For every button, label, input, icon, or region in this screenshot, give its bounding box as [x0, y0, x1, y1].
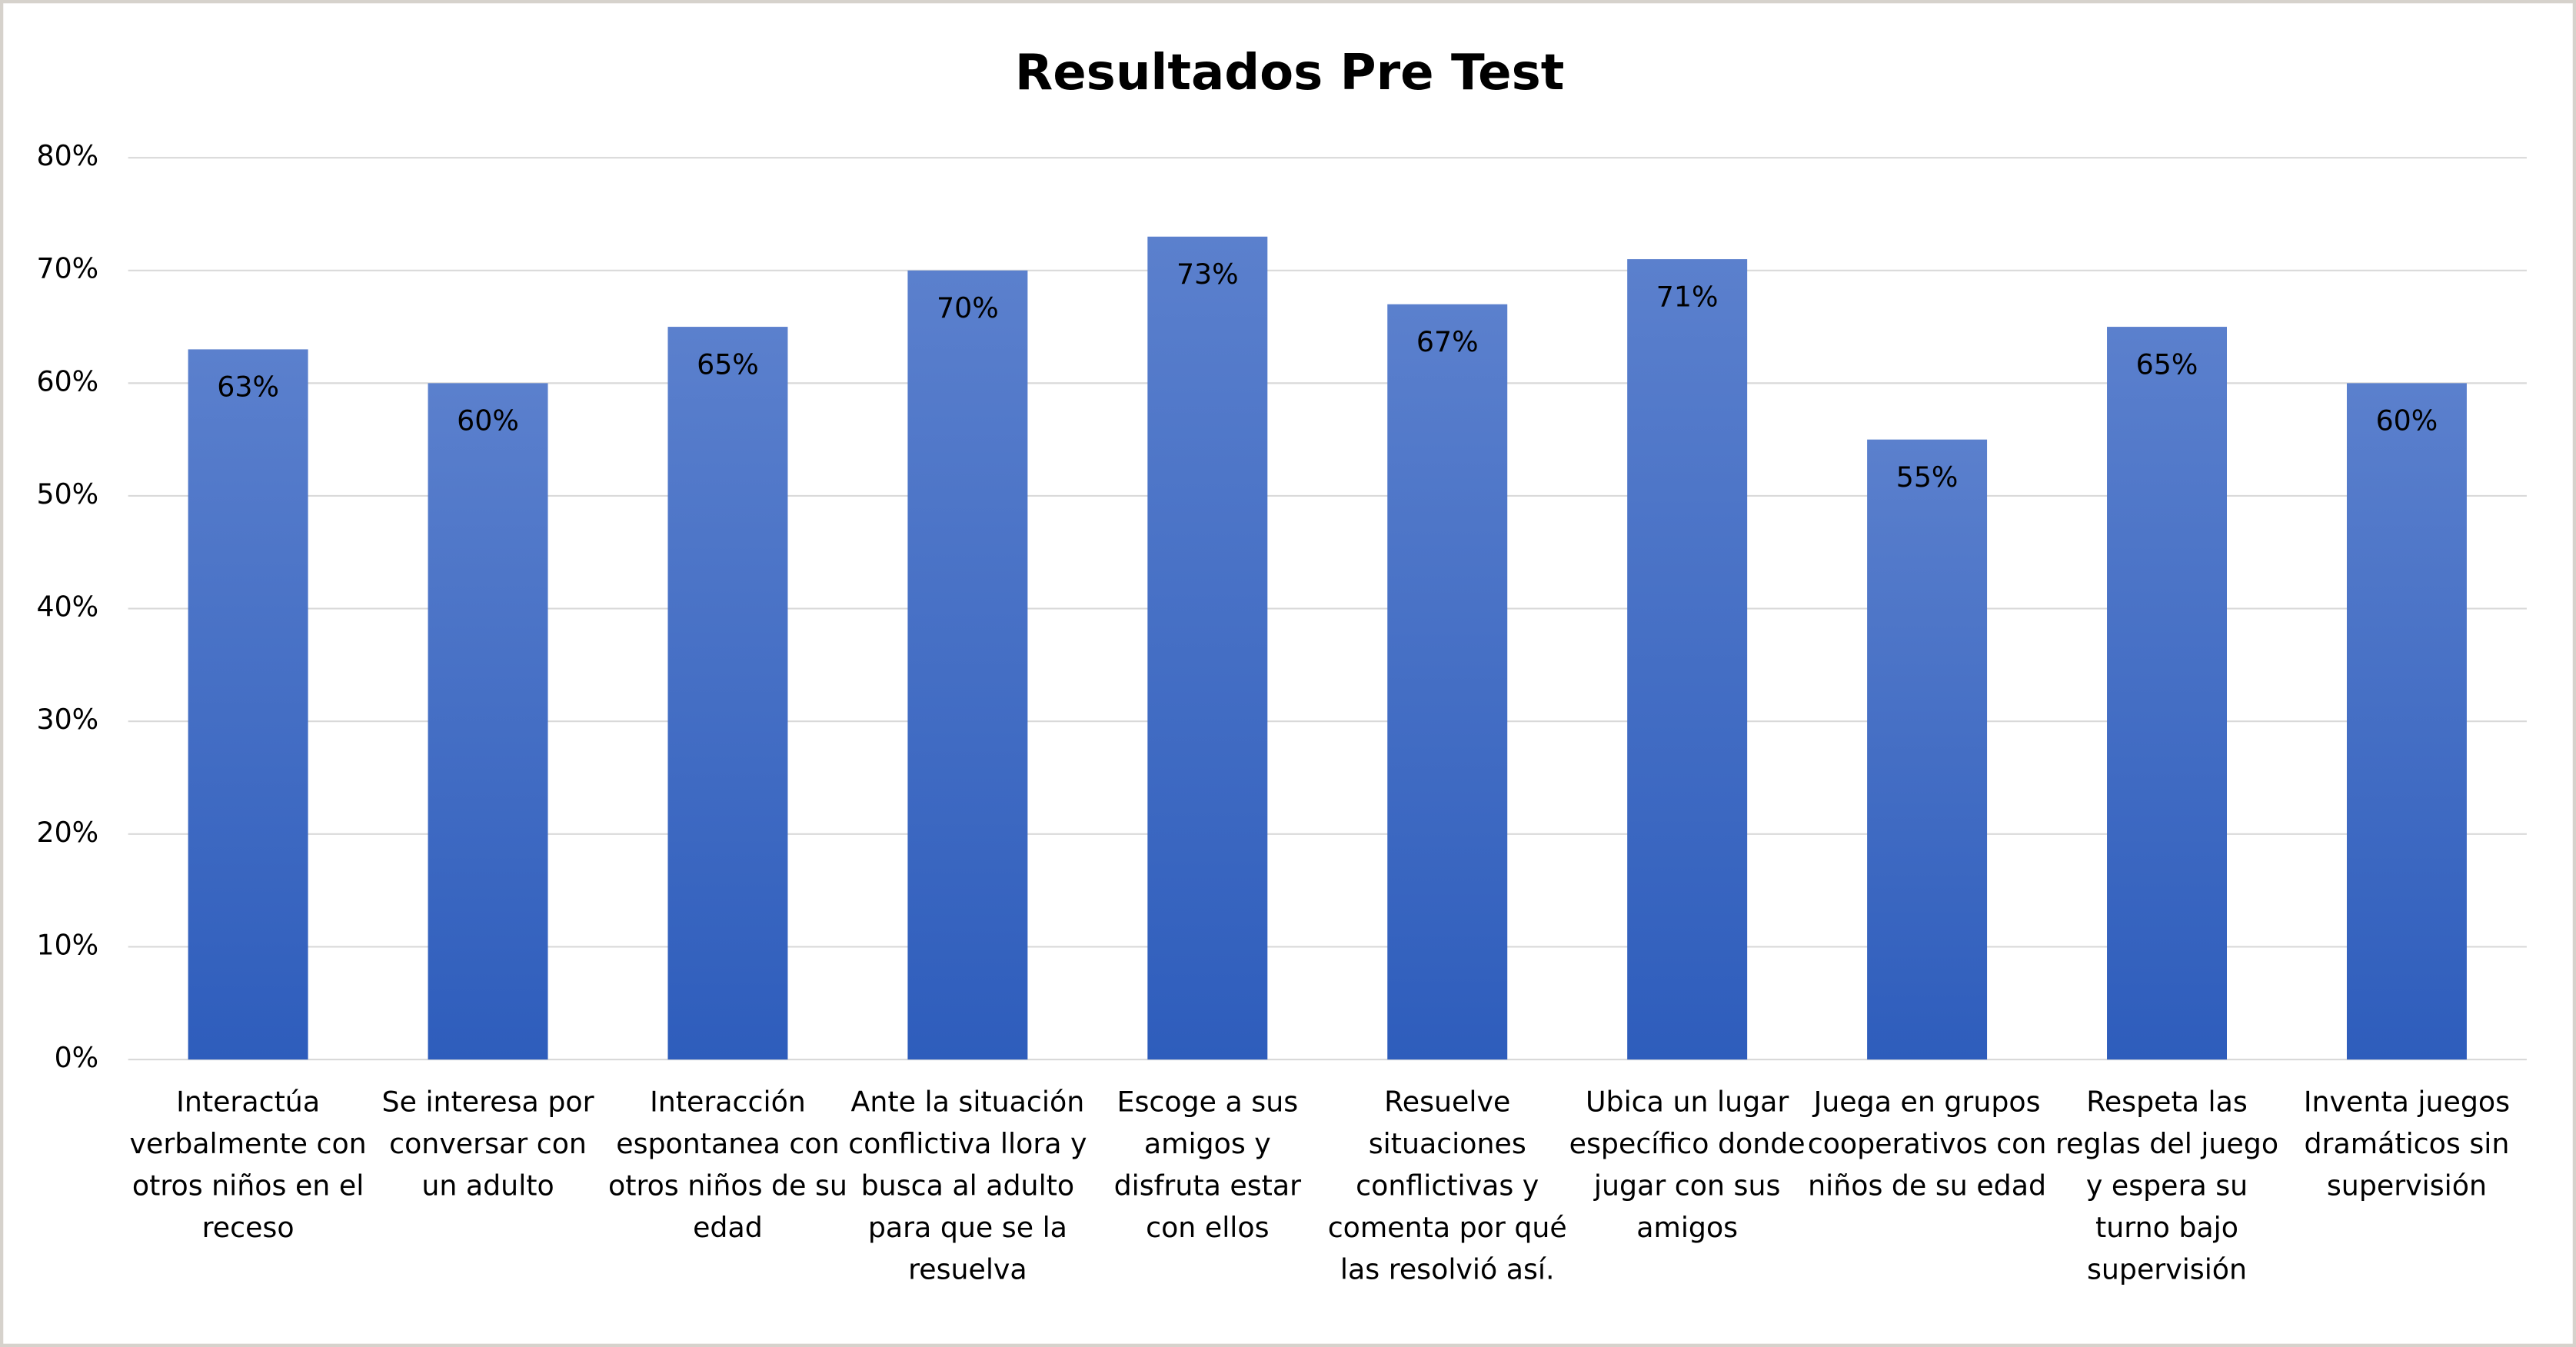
x-tick-label: Inventa juegos dramáticos sin supervisión — [2304, 1086, 2510, 1202]
data-label: 70% — [937, 291, 999, 324]
data-label: 60% — [2376, 404, 2438, 437]
x-tick-label: Escoge a sus amigos y disfruta estar con el… — [1114, 1086, 1302, 1244]
y-tick-label: 50% — [36, 477, 98, 511]
y-tick-label: 80% — [36, 139, 98, 172]
bar — [667, 327, 788, 1060]
bar — [428, 383, 548, 1060]
data-label: 65% — [697, 348, 759, 381]
bar — [1867, 439, 1988, 1060]
bar — [2107, 327, 2227, 1060]
chart-title: Resultados Pre Test — [1015, 45, 1564, 101]
bar — [1387, 304, 1508, 1060]
y-tick-label: 30% — [36, 703, 98, 736]
y-tick-label: 10% — [36, 928, 98, 961]
y-tick-label: 0% — [55, 1041, 99, 1074]
y-tick-label: 60% — [36, 364, 98, 397]
y-tick-label: 40% — [36, 590, 98, 624]
x-tick-label: Juega en grupos cooperativos con niños de … — [1808, 1086, 2047, 1202]
data-label: 71% — [1656, 280, 1719, 313]
bar — [1147, 236, 1268, 1060]
x-tick-label: Se interesa por conversar con un adulto — [382, 1086, 594, 1202]
x-tick-label: Ubica un lugar específico donde jugar con … — [1569, 1086, 1806, 1244]
bar — [188, 349, 308, 1060]
data-label: 67% — [1416, 325, 1479, 358]
x-tick-label: Respeta las reglas del juego y espera su tu… — [2055, 1086, 2278, 1286]
data-label: 55% — [1896, 461, 1959, 494]
data-label: 65% — [2136, 348, 2198, 381]
x-tick-label: Interactúa verbalmente con otros niños en … — [130, 1086, 367, 1244]
data-label: 73% — [1177, 258, 1239, 291]
data-label: 60% — [457, 404, 519, 437]
bar — [1627, 259, 1748, 1060]
x-tick-label: Interacción espontanea con otros niños de … — [608, 1086, 847, 1244]
bar — [2346, 383, 2467, 1060]
data-label: 63% — [217, 371, 279, 404]
bar — [907, 270, 1028, 1060]
y-tick-label: 70% — [36, 252, 98, 285]
x-tick-label: Ante la situación conflictiva llora y busc… — [848, 1086, 1087, 1286]
y-tick-label: 20% — [36, 816, 98, 849]
x-tick-label: Resuelve situaciones conflictivas y comenta… — [1328, 1086, 1567, 1286]
